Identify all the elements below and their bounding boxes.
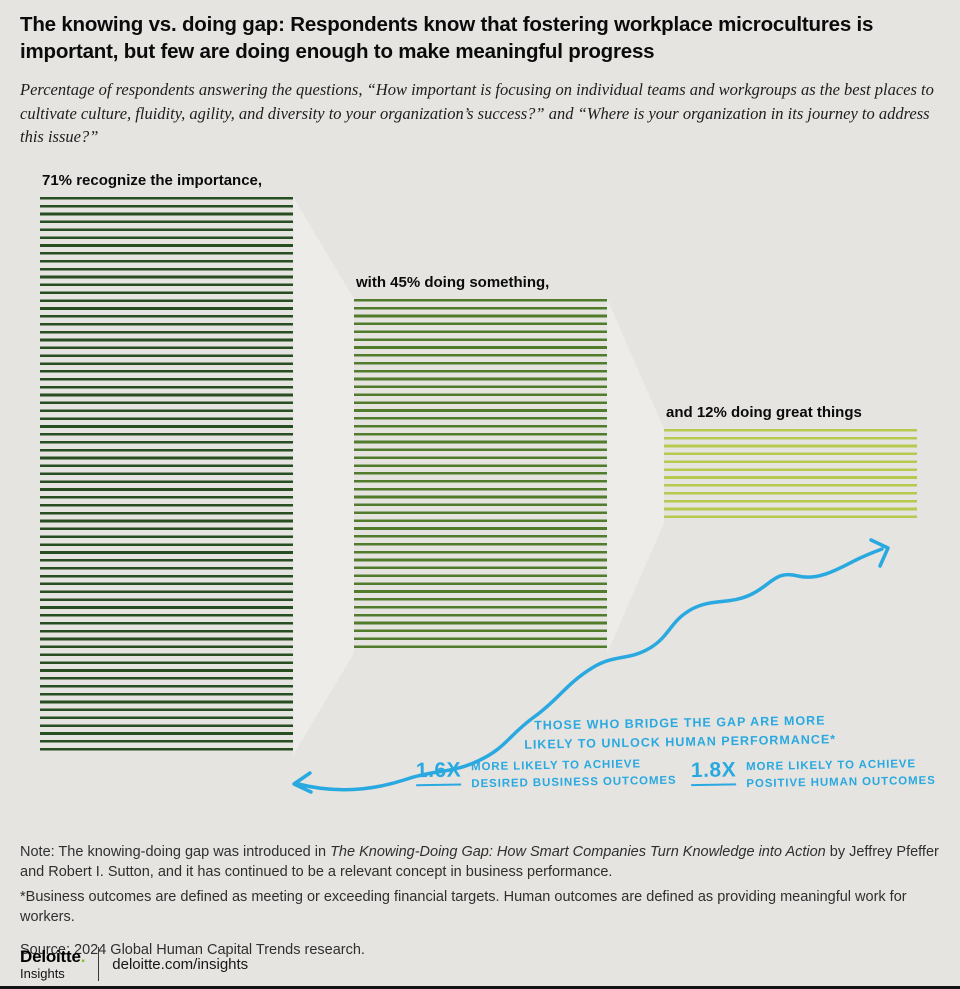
footnotes: Note: The knowing-doing gap was introduc… [20, 842, 946, 960]
note-prefix: Note: The knowing-doing gap was introduc… [20, 844, 331, 860]
deloitte-logo: Deloitte. Insights [20, 948, 85, 980]
stat-business-value: 1.6X [416, 758, 462, 787]
subtitle: Percentage of respondents answering the … [20, 80, 934, 147]
bottom-rule [0, 986, 960, 989]
stat-business-text: MORE LIKELY TO ACHIEVE DESIRED BUSINESS … [471, 756, 677, 793]
stat-human-outcomes: 1.8X MORE LIKELY TO ACHIEVE POSITIVE HUM… [691, 756, 936, 794]
bar-label-doing-something: with 45% doing something, [356, 273, 550, 291]
footer: Deloitte. Insights deloitte.com/insights [20, 947, 248, 981]
footer-divider [98, 947, 100, 981]
bar-group-doing-something: with 45% doing something, [354, 274, 607, 654]
source-note: Source: 2024 Global Human Capital Trends… [20, 942, 365, 959]
note-book-title: The Knowing-Doing Gap: How Smart Compani… [330, 844, 826, 860]
bar-label-importance: 71% recognize the importance, [42, 171, 263, 189]
arrow-head-right [869, 538, 890, 568]
asterisk-note: *Business outcomes are defined as meetin… [20, 888, 907, 925]
brand-name: Deloitte [20, 947, 81, 966]
bar-great-things [664, 428, 917, 524]
bar-doing-something [354, 298, 607, 654]
stat-human-value: 1.8X [691, 758, 737, 787]
stat-business-line2: DESIRED BUSINESS OUTCOMES [471, 774, 677, 790]
deloitte-wordmark: Deloitte. [20, 948, 85, 965]
note-text: Note: The knowing-doing gap was introduc… [20, 842, 946, 883]
stat-human-text: MORE LIKELY TO ACHIEVE POSITIVE HUMAN OU… [746, 756, 936, 793]
bar-label-great-things: and 12% doing great things [666, 403, 862, 421]
note-suffix: by Jeffrey Pfeffer and Robert I. Sutton,… [20, 844, 939, 881]
brand-green-dot: . [80, 947, 86, 966]
insights-wordmark: Insights [20, 966, 65, 981]
page-title: The knowing vs. doing gap: Respondents k… [20, 13, 874, 63]
bar-importance [40, 196, 293, 756]
stat-business-outcomes: 1.6X MORE LIKELY TO ACHIEVE DESIRED BUSI… [416, 756, 677, 794]
bar-group-great-things: and 12% doing great things [664, 404, 917, 524]
arrow-head-left [292, 771, 313, 794]
bridge-annotation: THOSE WHO BRIDGE THE GAP ARE MORE LIKELY… [500, 711, 861, 755]
header: The knowing vs. doing gap: Respondents k… [20, 12, 946, 149]
insights-link[interactable]: deloitte.com/insights [112, 955, 249, 973]
stat-human-line2: POSITIVE HUMAN OUTCOMES [746, 774, 936, 790]
bar-group-importance: 71% recognize the importance, [40, 172, 293, 756]
